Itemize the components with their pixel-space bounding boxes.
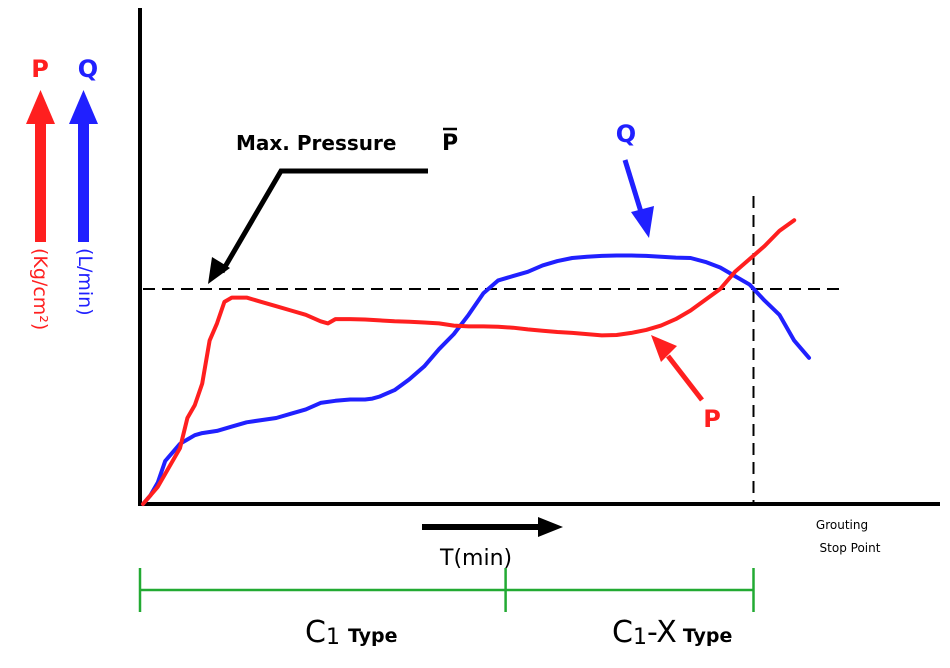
q-axis-arrow [69, 90, 98, 242]
max-pressure-arrowhead [208, 257, 230, 284]
p-axis-unit: (Kg/cm²) [29, 248, 51, 330]
p-axis-arrow [26, 90, 55, 242]
series-q-line [141, 253, 811, 506]
p-bar-symbol: P [442, 131, 458, 156]
phase-c1x-label: C1-X Type [612, 615, 732, 650]
q-axis-symbol: Q [78, 55, 98, 83]
max-pressure-label: Max. Pressure [236, 131, 396, 155]
max-pressure-leader [219, 168, 428, 274]
q-curve-label: Q [616, 120, 636, 148]
p-callout-arrowhead [651, 335, 677, 362]
q-callout-arrow [622, 159, 644, 213]
p-callout-arrow [666, 354, 704, 402]
q-axis-unit: (L/min) [74, 248, 96, 316]
phase-c1-label: C1 Type [305, 615, 398, 650]
stop-point-label-2: Stop Point [820, 541, 881, 555]
series-p-line [141, 218, 797, 506]
q-callout-arrowhead [631, 206, 654, 238]
time-arrowhead [538, 517, 563, 537]
stop-point-label-1: Grouting [816, 518, 868, 532]
phase-bar [138, 568, 755, 612]
p-axis-symbol: P [31, 55, 49, 83]
p-curve-label: P [703, 405, 721, 433]
x-axis-label: T(min) [439, 546, 512, 571]
